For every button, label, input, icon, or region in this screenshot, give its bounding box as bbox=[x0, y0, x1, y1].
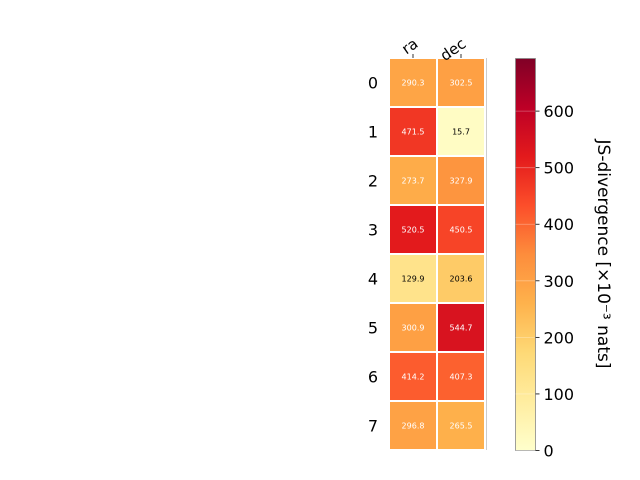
cell-value-label: 265.5 bbox=[450, 422, 473, 431]
colorbar-tick-label: 300 bbox=[544, 272, 575, 291]
heatmap-cell-r6-c1 bbox=[438, 353, 484, 400]
heatmap-cell-r0-c1 bbox=[438, 59, 484, 106]
colorbar-label: JS-divergence [×10⁻³ nats] bbox=[593, 139, 613, 369]
cell-value-label: 520.5 bbox=[402, 226, 425, 235]
row-label-4: 4 bbox=[368, 270, 378, 289]
cell-value-label: 414.2 bbox=[402, 373, 425, 382]
row-label-7: 7 bbox=[368, 417, 378, 436]
heatmap-cell-r0-c0 bbox=[390, 59, 436, 106]
cell-value-label: 290.3 bbox=[402, 79, 425, 88]
heatmap-cell-r1-c1 bbox=[438, 108, 484, 155]
heatmap-cell-r5-c1 bbox=[438, 304, 484, 351]
heatmap-cell-r2-c0 bbox=[390, 157, 436, 204]
row-labels: 0 1 2 3 4 5 6 7 bbox=[368, 74, 378, 436]
heatmap-cell-r3-c1 bbox=[438, 206, 484, 253]
row-label-1: 1 bbox=[368, 123, 378, 142]
cell-value-label: 296.8 bbox=[402, 422, 425, 431]
heatmap-cell-r7-c0 bbox=[390, 402, 436, 449]
colorbar bbox=[515, 58, 536, 451]
row-label-0: 0 bbox=[368, 74, 378, 93]
cell-value-label: 300.9 bbox=[402, 324, 425, 333]
heatmap-cells: 290.3 302.5 471.5 15.7 273.7 327.9 520.5 450.5 1… bbox=[390, 59, 484, 449]
colorbar-ticks: 0 100 200 300 400 500 600 bbox=[515, 102, 575, 461]
colorbar-tick-label: 0 bbox=[544, 442, 554, 461]
heatmap-cell-r3-c0 bbox=[390, 206, 436, 253]
cell-value-label: 129.9 bbox=[402, 275, 425, 284]
colorbar-tick-label: 600 bbox=[544, 102, 575, 121]
cell-value-label: 15.7 bbox=[452, 128, 470, 137]
heatmap-cell-r4-c1 bbox=[438, 255, 484, 302]
cell-value-label: 327.9 bbox=[450, 177, 473, 186]
cell-value-label: 302.5 bbox=[450, 79, 473, 88]
cell-value-label: 273.7 bbox=[402, 177, 425, 186]
heatmap-cell-r4-c0 bbox=[390, 255, 436, 302]
cell-value-label: 450.5 bbox=[450, 226, 473, 235]
cell-value-label: 471.5 bbox=[402, 128, 425, 137]
colorbar-tick-label: 200 bbox=[544, 328, 575, 347]
row-label-3: 3 bbox=[368, 221, 378, 240]
colorbar-tick-label: 400 bbox=[544, 215, 575, 234]
heatmap-cell-r6-c0 bbox=[390, 353, 436, 400]
cell-value-label: 407.3 bbox=[450, 373, 473, 382]
cell-value-label: 203.6 bbox=[450, 275, 473, 284]
heatmap-cell-r1-c0 bbox=[390, 108, 436, 155]
colorbar-tick-label: 500 bbox=[544, 159, 575, 178]
heatmap-cell-r5-c0 bbox=[390, 304, 436, 351]
row-label-5: 5 bbox=[368, 319, 378, 338]
column-label-ra: ra bbox=[398, 35, 421, 59]
row-label-2: 2 bbox=[368, 172, 378, 191]
heatmap-cell-r7-c1 bbox=[438, 402, 484, 449]
colorbar-tick-label: 100 bbox=[544, 385, 575, 404]
heatmap-cell-r2-c1 bbox=[438, 157, 484, 204]
cell-value-label: 544.7 bbox=[450, 324, 473, 333]
row-label-6: 6 bbox=[368, 368, 378, 387]
